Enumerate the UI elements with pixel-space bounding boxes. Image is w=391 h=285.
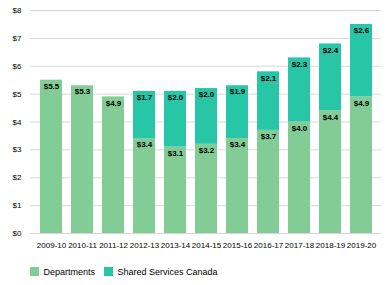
svg-text:$4: $4 [13,118,22,127]
svg-text:$2.0: $2.0 [199,90,215,99]
svg-text:2017-18: 2017-18 [285,241,315,250]
svg-text:$3.7: $3.7 [261,132,277,141]
svg-text:2014-15: 2014-15 [192,241,222,250]
svg-text:2013-14: 2013-14 [161,241,191,250]
svg-text:$4.9: $4.9 [106,99,122,108]
svg-text:$1.9: $1.9 [230,87,246,96]
svg-text:2010-11: 2010-11 [68,241,97,250]
svg-text:2019-20: 2019-20 [347,241,377,250]
svg-text:$2.3: $2.3 [292,60,308,69]
svg-text:$5.3: $5.3 [75,87,91,96]
svg-text:$4.9: $4.9 [354,99,370,108]
svg-text:$8: $8 [13,6,22,15]
svg-text:2016-17: 2016-17 [254,241,284,250]
svg-text:$4.4: $4.4 [323,113,339,122]
svg-text:$3.2: $3.2 [199,146,215,155]
svg-text:$7: $7 [13,34,22,43]
svg-text:$3: $3 [13,145,22,154]
svg-text:2009-10: 2009-10 [37,241,67,250]
svg-text:$3.1: $3.1 [168,149,184,158]
svg-text:2011-12: 2011-12 [99,241,128,250]
svg-text:$2.4: $2.4 [323,46,339,55]
svg-text:$1.7: $1.7 [137,93,153,102]
svg-text:$6: $6 [13,62,22,71]
html-text:Shared Services Canada: Shared Services Canada [117,266,218,277]
svg-text:2012-13: 2012-13 [130,241,160,250]
svg-text:$2: $2 [13,173,22,182]
svg-text:$1: $1 [13,201,22,210]
svg-text:$4.0: $4.0 [292,124,308,133]
svg-text:2018-19: 2018-19 [316,241,346,250]
svg-text:$5: $5 [13,90,22,99]
svg-text:$3.4: $3.4 [137,140,153,149]
svg-text:$3.4: $3.4 [230,140,246,149]
html-text:Departments: Departments [43,266,95,277]
svg-text:2015-16: 2015-16 [223,241,253,250]
svg-text:$2.0: $2.0 [168,93,184,102]
svg-text:$5.5: $5.5 [44,82,60,91]
svg-text:$2.1: $2.1 [261,74,277,83]
svg-text:$0: $0 [13,229,22,238]
svg-text:$2.6: $2.6 [354,26,370,35]
